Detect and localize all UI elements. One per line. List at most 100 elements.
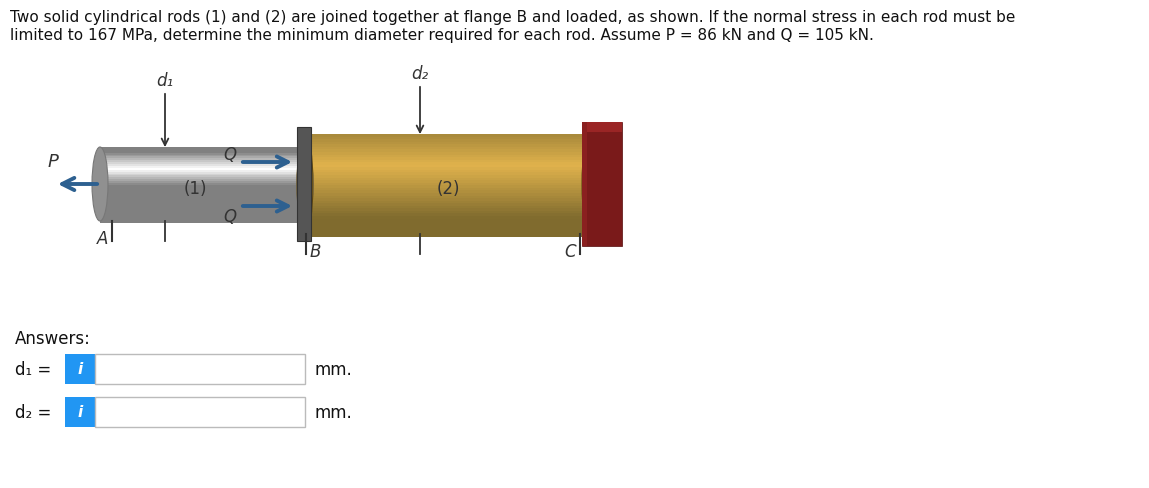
Text: mm.: mm. — [315, 403, 353, 421]
Polygon shape — [304, 145, 589, 147]
Polygon shape — [304, 165, 589, 168]
Polygon shape — [304, 163, 589, 165]
Polygon shape — [100, 165, 304, 166]
Polygon shape — [100, 170, 304, 172]
Bar — [65, 354, 95, 384]
Polygon shape — [100, 222, 304, 224]
Polygon shape — [304, 142, 589, 145]
Polygon shape — [304, 183, 589, 186]
Polygon shape — [304, 217, 589, 219]
Polygon shape — [304, 232, 589, 235]
Polygon shape — [100, 203, 304, 204]
Polygon shape — [100, 161, 304, 163]
Polygon shape — [100, 212, 304, 214]
Polygon shape — [100, 183, 304, 185]
Polygon shape — [304, 188, 589, 191]
Bar — [95, 354, 304, 384]
Polygon shape — [100, 187, 304, 189]
Text: P: P — [47, 153, 59, 171]
Polygon shape — [100, 166, 304, 168]
Polygon shape — [100, 185, 304, 187]
Polygon shape — [304, 178, 589, 181]
Polygon shape — [100, 220, 304, 222]
Polygon shape — [100, 174, 304, 176]
Text: limited to 167 MPa, determine the minimum diameter required for each rod. Assume: limited to 167 MPa, determine the minimu… — [10, 28, 874, 43]
Polygon shape — [304, 186, 589, 188]
Polygon shape — [100, 150, 304, 151]
Text: A: A — [97, 229, 108, 247]
Polygon shape — [304, 201, 589, 204]
Bar — [95, 397, 304, 427]
Polygon shape — [100, 148, 304, 150]
Polygon shape — [304, 137, 589, 140]
Polygon shape — [100, 206, 304, 208]
Polygon shape — [304, 155, 589, 158]
Polygon shape — [296, 128, 311, 242]
Polygon shape — [304, 211, 589, 214]
Text: C: C — [564, 243, 576, 261]
Polygon shape — [100, 151, 304, 153]
Ellipse shape — [92, 148, 108, 222]
Polygon shape — [100, 155, 304, 157]
Polygon shape — [304, 153, 589, 155]
Text: Q: Q — [223, 207, 236, 225]
Polygon shape — [304, 135, 589, 137]
Polygon shape — [304, 194, 589, 196]
Polygon shape — [304, 235, 589, 237]
Polygon shape — [304, 206, 589, 209]
Ellipse shape — [296, 148, 313, 222]
Polygon shape — [100, 208, 304, 210]
Polygon shape — [304, 199, 589, 201]
Text: B: B — [310, 243, 322, 261]
Bar — [65, 397, 95, 427]
Text: Answers:: Answers: — [15, 329, 91, 347]
Polygon shape — [100, 176, 304, 178]
Text: Q: Q — [223, 146, 236, 163]
Polygon shape — [304, 150, 589, 153]
Text: d₂ =: d₂ = — [15, 403, 52, 421]
Text: i: i — [77, 362, 83, 377]
Polygon shape — [100, 199, 304, 201]
Polygon shape — [304, 181, 589, 183]
Ellipse shape — [583, 135, 597, 235]
Polygon shape — [100, 204, 304, 206]
Polygon shape — [100, 180, 304, 182]
Polygon shape — [100, 214, 304, 216]
Polygon shape — [304, 224, 589, 227]
Polygon shape — [304, 170, 589, 173]
Text: d₁ =: d₁ = — [15, 360, 52, 378]
Polygon shape — [304, 140, 589, 142]
Polygon shape — [304, 168, 589, 170]
Polygon shape — [100, 193, 304, 195]
Polygon shape — [100, 182, 304, 183]
Polygon shape — [100, 210, 304, 212]
Polygon shape — [100, 163, 304, 165]
Polygon shape — [100, 168, 304, 170]
Polygon shape — [100, 218, 304, 220]
Polygon shape — [304, 227, 589, 229]
Polygon shape — [304, 219, 589, 222]
Polygon shape — [100, 216, 304, 218]
Text: d₁: d₁ — [156, 72, 173, 90]
Polygon shape — [583, 123, 622, 133]
Polygon shape — [100, 195, 304, 197]
Ellipse shape — [296, 135, 313, 235]
Text: (2): (2) — [437, 180, 460, 198]
Polygon shape — [100, 172, 304, 174]
Text: mm.: mm. — [315, 360, 353, 378]
Polygon shape — [100, 157, 304, 159]
Polygon shape — [304, 173, 589, 176]
Polygon shape — [583, 123, 587, 246]
Polygon shape — [100, 178, 304, 180]
Polygon shape — [304, 176, 589, 178]
Text: Two solid cylindrical rods (1) and (2) are joined together at flange B and loade: Two solid cylindrical rods (1) and (2) a… — [10, 10, 1016, 25]
Polygon shape — [304, 214, 589, 217]
Polygon shape — [304, 196, 589, 199]
Polygon shape — [304, 229, 589, 232]
Polygon shape — [100, 197, 304, 199]
Text: i: i — [77, 405, 83, 420]
Polygon shape — [100, 159, 304, 161]
Polygon shape — [100, 189, 304, 191]
Polygon shape — [100, 153, 304, 155]
Polygon shape — [304, 222, 589, 224]
